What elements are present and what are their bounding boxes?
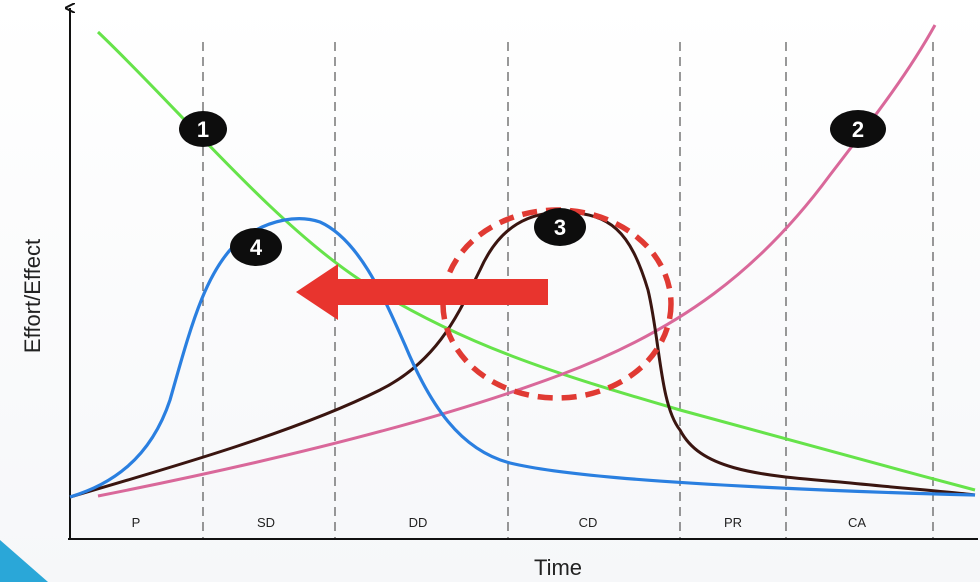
marker-4: 4	[230, 228, 282, 266]
marker-4-label: 4	[250, 235, 263, 260]
phase-label-p: P	[132, 515, 141, 530]
phase-label-pr: PR	[724, 515, 742, 530]
phase-label-sd: SD	[257, 515, 275, 530]
curve-1	[96, 30, 976, 492]
phase-label-cd: CD	[579, 515, 598, 530]
marker-1: 1	[179, 111, 227, 147]
phase-label-dd: DD	[409, 515, 428, 530]
marker-2: 2	[830, 110, 886, 148]
shift-arrow	[296, 264, 548, 320]
marker-3-label: 3	[554, 215, 566, 240]
y-axis-title: Effort/Effect	[20, 239, 45, 353]
curve-4	[69, 217, 976, 499]
corner-accent	[0, 540, 48, 582]
marker-3: 3	[534, 208, 586, 246]
x-axis-title: Time	[534, 555, 582, 580]
marker-2-label: 2	[852, 117, 864, 142]
phase-label-ca: CA	[848, 515, 866, 530]
marker-1-label: 1	[197, 117, 209, 142]
